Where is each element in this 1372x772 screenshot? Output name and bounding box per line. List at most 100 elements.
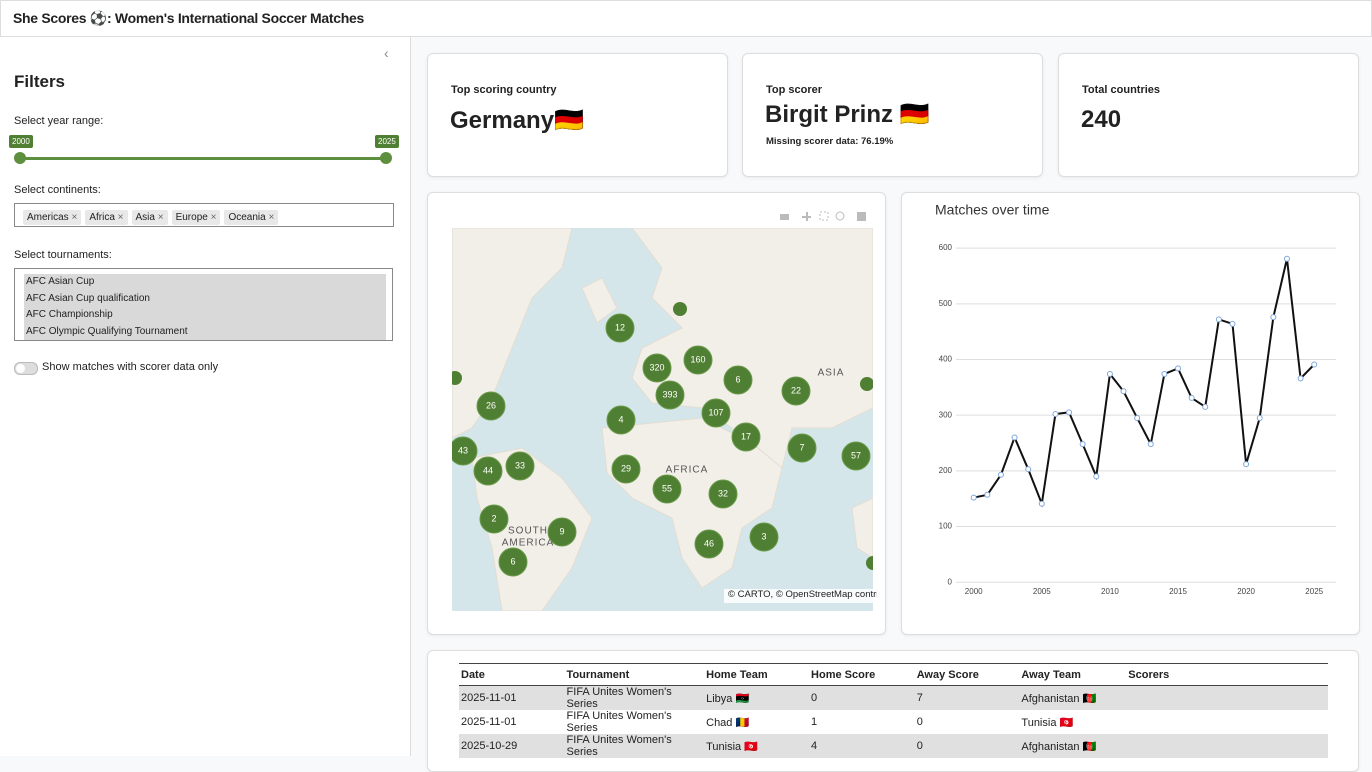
table-cell: 7 [916, 692, 923, 704]
x-tick-label: 2000 [965, 587, 983, 596]
table-cell: Afghanistan 🇦🇫 [1021, 740, 1097, 753]
map-cluster[interactable] [694, 529, 724, 559]
map-cluster[interactable] [683, 345, 713, 375]
toggle-switch[interactable] [14, 362, 38, 375]
toolbar-icons[interactable] [780, 211, 866, 221]
tournament-select[interactable]: AFC Asian Cup AFC Asian Cup qualification… [14, 268, 393, 341]
data-point[interactable] [1243, 461, 1250, 468]
continent-chip[interactable]: Asia [131, 210, 168, 225]
map-cluster[interactable] [505, 451, 535, 481]
map-cluster[interactable] [473, 456, 503, 486]
table-cell [1126, 686, 1328, 711]
data-point[interactable] [1229, 320, 1236, 327]
table-row[interactable]: 2025-11-01 FIFA Unites Women's Series Liby… [459, 685, 1328, 711]
x-tick-label: 2015 [1169, 587, 1187, 596]
map-point[interactable] [673, 302, 687, 316]
data-point[interactable] [1093, 473, 1100, 480]
data-point[interactable] [1025, 466, 1032, 473]
map-cluster[interactable] [652, 474, 682, 504]
continent-select[interactable]: AmericasAfricaAsiaEuropeOceania [14, 203, 394, 227]
map-cluster[interactable] [498, 547, 528, 577]
map-cluster[interactable] [787, 433, 817, 463]
table-cell: Libya 🇱🇾 [706, 692, 750, 705]
data-point[interactable] [1297, 375, 1304, 382]
map[interactable]: AFRICAASIASOUTHAMERICA123201606223932641… [452, 228, 873, 611]
column-header: Away Team [1021, 668, 1081, 681]
continent-chip[interactable]: Oceania [224, 210, 279, 225]
map-point[interactable] [452, 371, 462, 385]
cluster-count: 6 [735, 374, 740, 384]
tournament-option[interactable]: AFC Championship [24, 307, 386, 324]
map-cluster[interactable] [476, 391, 506, 421]
data-point[interactable] [1161, 370, 1168, 377]
map-point[interactable] [860, 377, 873, 391]
map-cluster[interactable] [479, 504, 509, 534]
continent-chip[interactable]: Europe [171, 210, 221, 225]
tournament-option[interactable]: AFC Olympic Qualifying Tournament [24, 323, 386, 340]
data-point[interactable] [1202, 403, 1209, 410]
card-label: Top scorer [766, 84, 823, 96]
data-point[interactable] [1175, 365, 1182, 372]
y-tick-label: 100 [939, 522, 953, 531]
map-cluster[interactable] [655, 380, 685, 410]
cluster-count: 32 [718, 488, 728, 498]
table-row[interactable]: 2025-10-29 FIFA Unites Women's Series Tuni… [459, 734, 1328, 758]
table-row[interactable]: 2025-11-01 FIFA Unites Women's Series Chad… [459, 710, 1328, 734]
data-point[interactable] [1038, 500, 1045, 507]
map-cluster[interactable] [701, 398, 731, 428]
data-point[interactable] [1215, 316, 1222, 323]
map-cluster[interactable] [708, 479, 738, 509]
data-point[interactable] [1120, 388, 1127, 395]
kpi-card: Top scoring country Germany🇩🇪 [427, 53, 728, 177]
collapse-button[interactable]: ‹ [384, 45, 389, 61]
map-cluster[interactable] [547, 517, 577, 547]
map-cluster[interactable] [723, 365, 753, 395]
data-point[interactable] [1270, 314, 1277, 321]
tournament-option[interactable]: AFC Asian Cup [24, 274, 386, 291]
continent-chip[interactable]: Americas [23, 210, 82, 225]
map-cluster[interactable] [749, 522, 779, 552]
table-cell: 0 [916, 716, 923, 728]
cluster-count: 33 [515, 460, 525, 470]
cluster-count: 26 [486, 400, 496, 410]
data-point[interactable] [1134, 414, 1141, 421]
map-cluster[interactable] [611, 454, 641, 484]
data-point[interactable] [1256, 414, 1263, 421]
map-cluster[interactable] [452, 436, 478, 466]
data-point[interactable] [1066, 409, 1073, 416]
slider-handle[interactable] [14, 152, 26, 164]
card-value: 240 [1081, 106, 1122, 133]
data-point[interactable] [1188, 394, 1195, 401]
data-point[interactable] [1147, 441, 1154, 448]
map-card: AFRICA ASIA SOUTH AMERICA 12 320 160 6 22 393 26 4 1… [427, 192, 886, 635]
data-point[interactable] [997, 471, 1004, 478]
map-cluster[interactable] [781, 376, 811, 406]
year-range-label: Select year range: [14, 115, 104, 127]
column-header: Tournament [566, 668, 630, 681]
data-point[interactable] [970, 494, 977, 501]
map-cluster[interactable] [642, 353, 672, 383]
cluster-count: 2 [491, 513, 496, 523]
data-point[interactable] [1052, 411, 1059, 418]
data-point[interactable] [1311, 361, 1318, 368]
year-min-bubble: 2000 [9, 135, 33, 148]
data-point[interactable] [1106, 370, 1113, 377]
cluster-count: 57 [851, 450, 861, 460]
cluster-count: 44 [483, 465, 493, 475]
cluster-count: 107 [708, 407, 723, 417]
y-tick-label: 500 [939, 299, 953, 308]
slider-handle[interactable] [380, 152, 392, 164]
tournament-option[interactable]: AFC Asian Cup qualification [24, 290, 386, 307]
continent-chip[interactable]: Africa [85, 210, 128, 225]
card-note: Missing scorer data: 76.19% [766, 136, 894, 147]
data-point[interactable] [984, 491, 991, 498]
column-header: Home Score [811, 668, 876, 681]
map-cluster[interactable] [605, 313, 635, 343]
data-point[interactable] [1283, 255, 1290, 262]
map-point[interactable] [866, 556, 873, 570]
data-point[interactable] [1011, 434, 1018, 441]
map-cluster[interactable] [606, 405, 636, 435]
map-cluster[interactable] [731, 422, 761, 452]
map-cluster[interactable] [841, 441, 871, 471]
data-point[interactable] [1079, 441, 1086, 448]
